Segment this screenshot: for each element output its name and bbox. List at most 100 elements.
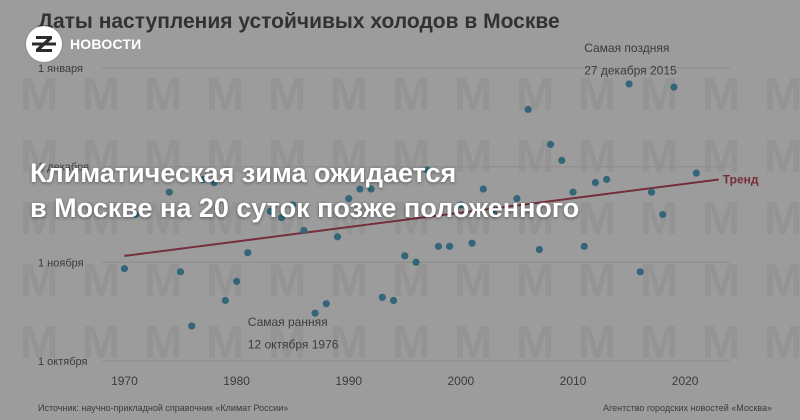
data-point xyxy=(120,265,129,273)
data-point xyxy=(535,245,543,254)
watermark-glyph: М xyxy=(206,316,244,368)
watermark-pattern: М М М М М М М М М М М М ММ М М М М М М М М М М М ММ М М М М М М М М М М М ММ… xyxy=(20,68,800,368)
watermark-glyph: М xyxy=(392,316,430,368)
watermark-glyph: М xyxy=(206,192,244,244)
data-point xyxy=(457,201,465,209)
data-point xyxy=(603,175,611,184)
data-point xyxy=(401,252,409,260)
watermark-glyph: М xyxy=(454,130,492,182)
watermark-glyph: М xyxy=(578,316,616,368)
y-tick-label: 1 января xyxy=(38,63,83,75)
data-point xyxy=(311,309,319,317)
data-point xyxy=(333,233,342,241)
data-point xyxy=(468,239,476,247)
data-point xyxy=(591,179,600,187)
watermark-glyph: М xyxy=(206,68,244,120)
watermark-glyph: М xyxy=(20,254,58,306)
watermark-glyph: М xyxy=(640,316,678,368)
data-point xyxy=(558,156,566,164)
watermark-glyph: М xyxy=(578,68,616,120)
watermark-glyph: М xyxy=(640,68,678,120)
annotation-label: Самая ранняя xyxy=(248,315,328,329)
watermark-glyph: М xyxy=(764,254,800,306)
data-point xyxy=(569,188,577,196)
x-tick-labels: 1970 1980 1990 2000 2010 2020 xyxy=(111,374,699,388)
y-tick-label: 1 ноября xyxy=(38,257,84,269)
watermark-glyph: М xyxy=(268,316,306,368)
trend-line xyxy=(124,178,719,257)
watermark-glyph: М xyxy=(702,130,740,182)
data-point xyxy=(345,194,353,203)
annotations: Самая поздняя 27 декабря 2015 Самая ранняя… xyxy=(248,41,677,351)
agency-note: Агентство городских новостей «Москва» xyxy=(603,403,772,413)
x-tick-label: 1990 xyxy=(335,374,362,388)
watermark-glyph: М xyxy=(330,68,368,120)
data-point xyxy=(356,185,364,193)
data-point xyxy=(199,175,207,184)
headline-line-1: Климатическая зима ожидается xyxy=(30,158,457,188)
watermark-glyph: М xyxy=(330,316,368,368)
data-point xyxy=(490,210,499,219)
trend-label: Тренд xyxy=(723,172,759,186)
data-point xyxy=(659,210,667,219)
y-tick-label: 1 октября xyxy=(38,356,88,368)
data-point xyxy=(479,185,487,193)
data-point xyxy=(412,258,420,266)
data-point xyxy=(367,185,375,193)
data-point xyxy=(524,105,532,114)
data-point xyxy=(580,242,588,250)
data-point xyxy=(670,83,678,91)
watermark-glyph: М xyxy=(516,68,554,120)
x-tick-label: 2010 xyxy=(560,374,587,388)
headline[interactable]: Климатическая зима ожидается в Москве на… xyxy=(30,156,780,226)
watermark-glyph: М xyxy=(206,130,244,182)
watermark-glyph: М xyxy=(392,68,430,120)
watermark-glyph: М xyxy=(330,130,368,182)
brand[interactable]: НОВОСТИ xyxy=(26,26,141,62)
watermark-glyph: М xyxy=(578,192,616,244)
watermark-glyph: М xyxy=(454,68,492,120)
watermark-glyph: М xyxy=(144,130,182,182)
data-point xyxy=(434,242,443,250)
watermark-glyph: М xyxy=(516,130,554,182)
watermark-glyph: М xyxy=(82,316,120,368)
data-points xyxy=(120,80,700,330)
data-point xyxy=(546,140,555,149)
watermark-glyph: М xyxy=(640,192,678,244)
data-point xyxy=(692,169,700,177)
watermark-glyph: М xyxy=(20,316,58,368)
data-point xyxy=(378,293,386,301)
data-point xyxy=(221,296,229,305)
watermark-glyph: М xyxy=(82,192,120,244)
data-point xyxy=(277,214,286,222)
brand-name: НОВОСТИ xyxy=(70,36,142,52)
chart-title: Даты наступления устойчивых холодов в Мо… xyxy=(38,10,560,33)
watermark-glyph: М xyxy=(20,68,58,120)
watermark-glyph: М xyxy=(702,68,740,120)
watermark-glyph: М xyxy=(640,130,678,182)
data-point xyxy=(244,249,252,257)
watermark-glyph: М xyxy=(702,316,740,368)
x-tick-label: 2000 xyxy=(448,374,475,388)
data-point xyxy=(132,210,140,219)
annotation-label: Самая поздняя xyxy=(584,41,669,55)
watermark-glyph: М xyxy=(764,192,800,244)
data-point xyxy=(647,188,656,196)
annotation-label: 27 декабря 2015 xyxy=(584,63,677,77)
watermark-glyph: М xyxy=(144,68,182,120)
watermark-glyph: М xyxy=(764,316,800,368)
source-note: Источник: научно-прикладной справочник «… xyxy=(38,403,288,413)
watermark-glyph: М xyxy=(20,130,58,182)
x-tick-label: 1970 xyxy=(111,374,138,388)
watermark-glyph: М xyxy=(268,130,306,182)
data-point xyxy=(188,322,196,330)
watermark-glyph: М xyxy=(454,192,492,244)
watermark-glyph: М xyxy=(764,130,800,182)
headline-line-2: в Москве на 20 суток позже положенного xyxy=(30,193,580,223)
data-point xyxy=(389,296,398,305)
data-point xyxy=(289,201,297,209)
z-letter-icon xyxy=(26,26,62,62)
x-tick-label: 2020 xyxy=(672,374,699,388)
